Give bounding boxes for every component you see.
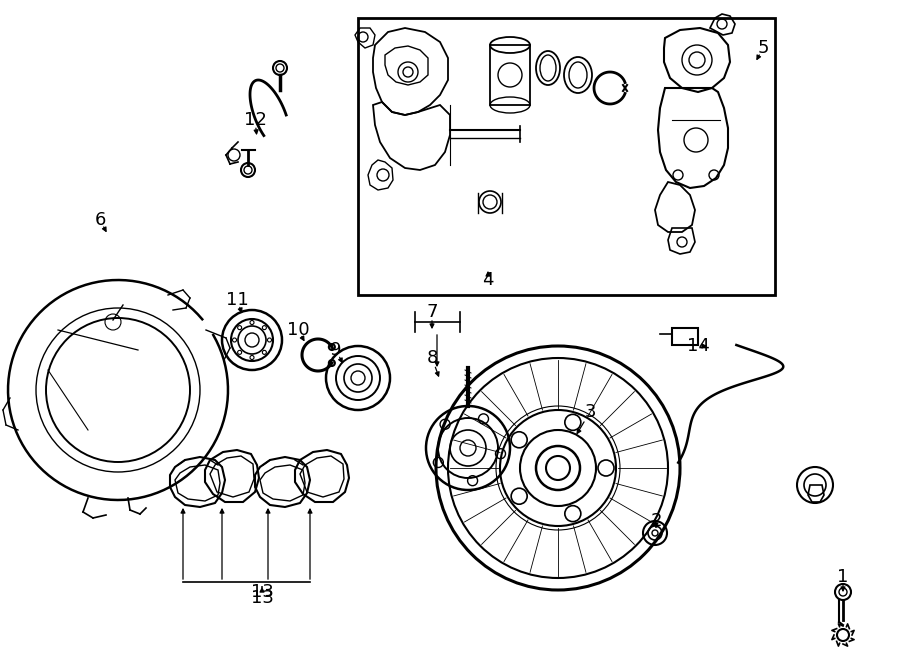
Text: 9: 9 bbox=[330, 341, 342, 359]
Text: 8: 8 bbox=[427, 349, 437, 367]
Bar bbox=[672, 328, 698, 345]
Text: 12: 12 bbox=[244, 111, 266, 129]
Text: 10: 10 bbox=[287, 321, 310, 339]
Text: 7: 7 bbox=[427, 303, 437, 321]
Text: 1: 1 bbox=[837, 568, 849, 586]
Text: 11: 11 bbox=[226, 291, 248, 309]
Text: 13: 13 bbox=[250, 583, 274, 601]
Bar bbox=[358, 18, 775, 295]
Text: 3: 3 bbox=[584, 403, 596, 421]
Text: 2: 2 bbox=[650, 512, 662, 530]
Text: 6: 6 bbox=[94, 211, 105, 229]
Text: 4: 4 bbox=[482, 271, 494, 289]
Text: 5: 5 bbox=[757, 39, 769, 57]
Bar bbox=[490, 45, 530, 105]
Text: 13: 13 bbox=[250, 589, 274, 607]
Text: 14: 14 bbox=[687, 337, 709, 355]
